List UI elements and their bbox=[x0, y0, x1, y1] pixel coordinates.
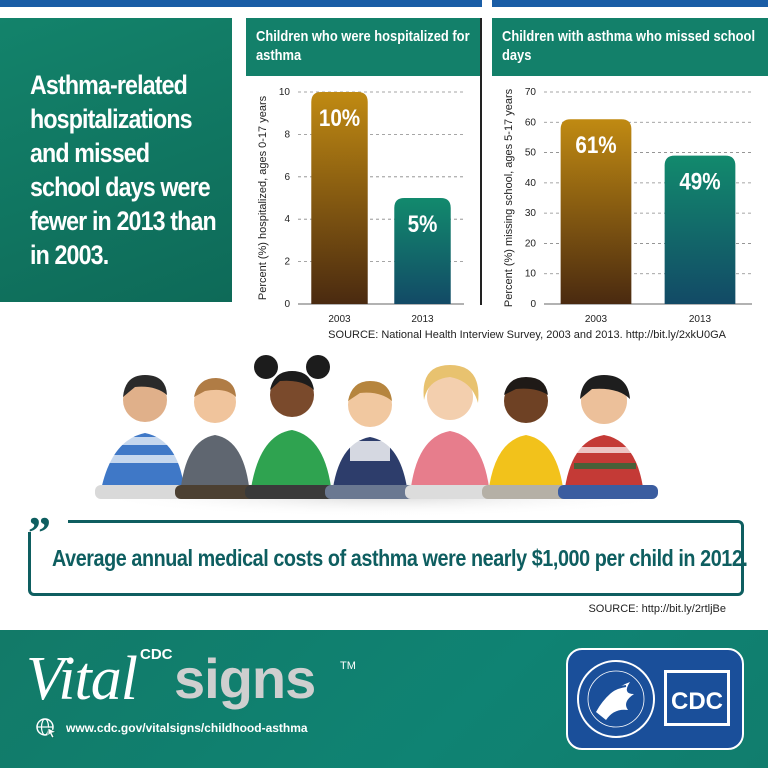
y-tick-label: 30 bbox=[525, 208, 537, 219]
brand-cdc: CDC bbox=[140, 646, 173, 663]
top-strip-left bbox=[0, 0, 482, 7]
bar-2013 bbox=[394, 198, 451, 304]
hospitalized-chart-title: Children who were hospitalized for asthm… bbox=[246, 18, 480, 76]
y-tick-label: 50 bbox=[525, 148, 537, 159]
y-tick-label: 8 bbox=[284, 129, 290, 140]
children-photo bbox=[85, 355, 685, 515]
cost-quote-box bbox=[28, 520, 744, 596]
hhs-cdc-logo: CDC bbox=[566, 648, 744, 750]
school-chart-panel: Children with asthma who missed school d… bbox=[492, 18, 768, 325]
y-axis-label: Percent (%) hospitalized, ages 0-17 year… bbox=[257, 95, 269, 300]
y-tick-label: 60 bbox=[525, 117, 537, 128]
y-tick-label: 20 bbox=[525, 238, 537, 249]
bar-data-label: 5% bbox=[408, 211, 438, 238]
hhs-eagle-icon bbox=[577, 660, 730, 738]
y-tick-label: 2 bbox=[284, 257, 290, 268]
brand-tm: TM bbox=[340, 660, 356, 672]
hospitalized-chart: Percent (%) hospitalized, ages 0-17 year… bbox=[257, 87, 464, 325]
y-tick-label: 40 bbox=[525, 178, 537, 189]
bar-data-label: 10% bbox=[319, 105, 360, 132]
hospitalized-chart-panel: Children who were hospitalized for asthm… bbox=[246, 18, 482, 325]
headline-text: Asthma-related hospitalizations and miss… bbox=[30, 70, 217, 270]
bar-2013 bbox=[664, 155, 736, 304]
bar-data-label: 61% bbox=[575, 132, 616, 159]
y-axis-label: Percent (%) missing school, ages 5-17 ye… bbox=[503, 88, 515, 307]
x-tick-label: 2003 bbox=[328, 314, 351, 325]
brand-vital: Vital bbox=[26, 645, 138, 713]
x-tick-label: 2013 bbox=[411, 314, 434, 325]
bar-2003 bbox=[560, 119, 632, 304]
vitalsigns-url[interactable]: www.cdc.gov/vitalsigns/childhood-asthma bbox=[66, 721, 308, 735]
top-strip-right bbox=[492, 0, 768, 7]
brand-signs: signs bbox=[174, 647, 316, 710]
y-tick-label: 0 bbox=[284, 299, 290, 310]
school-chart: Percent (%) missing school, ages 5-17 ye… bbox=[503, 87, 752, 325]
y-tick-label: 10 bbox=[279, 87, 291, 98]
headline-panel: Asthma-related hospitalizations and miss… bbox=[0, 18, 232, 302]
cost-source: SOURCE: http://bit.ly/2rtljBe bbox=[588, 603, 726, 615]
x-tick-label: 2013 bbox=[689, 314, 712, 325]
bar-data-label: 49% bbox=[679, 168, 720, 195]
url-line[interactable]: www.cdc.gov/vitalsigns/childhood-asthma bbox=[36, 718, 308, 738]
y-tick-label: 10 bbox=[525, 269, 537, 280]
y-tick-label: 0 bbox=[530, 299, 536, 310]
bar-2003 bbox=[311, 92, 368, 304]
y-tick-label: 4 bbox=[284, 214, 290, 225]
school-chart-title: Children with asthma who missed school d… bbox=[492, 18, 768, 76]
cost-quote-text: Average annual medical costs of asthma w… bbox=[52, 545, 748, 571]
y-tick-label: 6 bbox=[284, 172, 290, 183]
y-tick-label: 70 bbox=[525, 87, 537, 98]
globe-cursor-icon bbox=[36, 718, 58, 738]
cdc-logo-text: CDC bbox=[671, 688, 723, 715]
quote-mark: ” bbox=[28, 510, 68, 556]
chart-source: SOURCE: National Health Interview Survey… bbox=[328, 329, 726, 341]
x-tick-label: 2003 bbox=[585, 314, 608, 325]
